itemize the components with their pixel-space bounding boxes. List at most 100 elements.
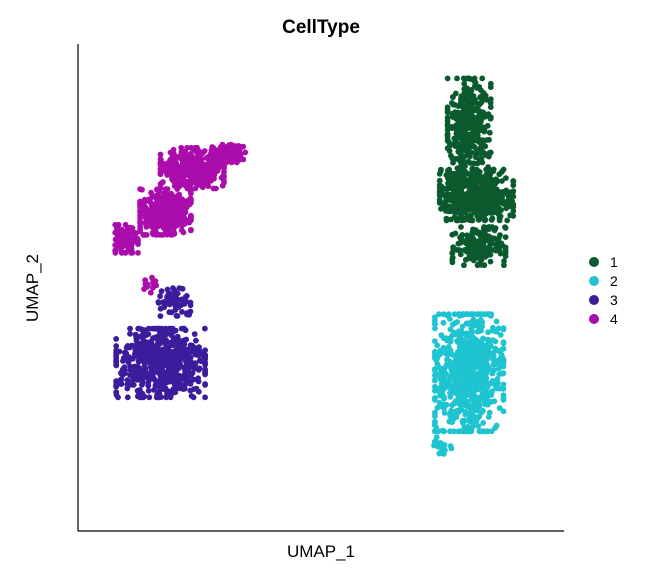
data-point [486, 171, 493, 178]
data-point [444, 109, 451, 116]
data-point [181, 325, 187, 332]
data-point [125, 225, 132, 232]
data-point [441, 410, 448, 416]
series-4-points [112, 141, 249, 296]
data-point [188, 226, 194, 233]
series-3-points [113, 285, 209, 401]
legend-item-2: 2 [589, 273, 618, 289]
data-point [201, 177, 208, 184]
data-point [159, 366, 166, 373]
data-point [170, 358, 177, 364]
data-point [502, 247, 509, 254]
data-point [185, 160, 191, 167]
data-point [173, 163, 180, 169]
data-point [131, 368, 138, 375]
data-point [209, 144, 216, 150]
data-point [221, 165, 227, 172]
data-point [135, 363, 141, 370]
data-point [473, 414, 479, 421]
data-point [480, 225, 487, 232]
data-point [119, 372, 126, 378]
data-point [447, 326, 454, 333]
data-point [451, 202, 458, 208]
data-point [472, 195, 478, 202]
data-point [113, 336, 120, 342]
data-point [486, 129, 493, 136]
data-point [500, 166, 507, 173]
data-point [493, 247, 500, 254]
data-point [181, 301, 188, 307]
data-point [462, 168, 469, 175]
data-point [129, 342, 136, 349]
data-point [175, 376, 182, 383]
data-point [179, 165, 186, 172]
data-point [464, 376, 470, 383]
data-point [150, 349, 157, 356]
data-point [480, 89, 486, 96]
data-point [481, 194, 488, 201]
data-point [117, 381, 124, 387]
data-point [123, 350, 129, 357]
data-point [485, 414, 492, 420]
data-point [232, 143, 238, 149]
data-point [494, 382, 500, 389]
data-point [454, 121, 461, 127]
data-point [127, 381, 134, 388]
data-point [472, 393, 479, 400]
data-point [469, 166, 476, 173]
data-point [134, 387, 141, 394]
data-point [487, 258, 494, 265]
data-point [459, 176, 466, 182]
data-point [500, 356, 507, 363]
data-point [164, 207, 171, 214]
data-point [149, 194, 156, 201]
legend-key-3 [589, 295, 599, 305]
data-point [183, 336, 190, 343]
data-point [113, 350, 120, 356]
data-point [442, 199, 449, 206]
data-point [444, 174, 451, 181]
data-point [475, 423, 482, 429]
data-point [152, 383, 159, 390]
data-point [202, 352, 209, 358]
data-point [493, 318, 500, 325]
data-point [496, 371, 503, 378]
data-point [144, 197, 151, 203]
data-point [500, 381, 507, 388]
data-point [138, 346, 144, 352]
data-point [479, 323, 485, 330]
legend-label-1: 1 [610, 254, 618, 270]
data-point [213, 185, 219, 192]
data-point [180, 229, 187, 236]
data-point [139, 390, 146, 397]
data-point [475, 213, 482, 219]
data-point [146, 219, 152, 226]
data-point [476, 372, 483, 379]
data-point [483, 368, 490, 375]
data-point [450, 159, 456, 166]
data-point [168, 190, 175, 197]
data-point [432, 419, 438, 426]
data-point [155, 337, 161, 344]
data-point [444, 186, 450, 192]
data-point [129, 225, 136, 232]
data-point [157, 151, 164, 158]
data-point [500, 326, 507, 333]
data-point [195, 157, 202, 164]
data-point [480, 428, 487, 435]
data-point [188, 212, 194, 219]
data-point [444, 123, 451, 129]
data-point [188, 164, 195, 171]
data-point [142, 361, 148, 367]
data-point [188, 393, 195, 399]
data-point [510, 182, 517, 189]
data-point [205, 183, 212, 190]
data-point [487, 96, 494, 103]
data-point [185, 200, 192, 207]
data-point [488, 313, 494, 319]
data-point [172, 206, 179, 213]
legend-key-2 [589, 276, 599, 286]
data-point [477, 311, 484, 318]
data-point [153, 212, 160, 219]
data-point [192, 144, 199, 151]
